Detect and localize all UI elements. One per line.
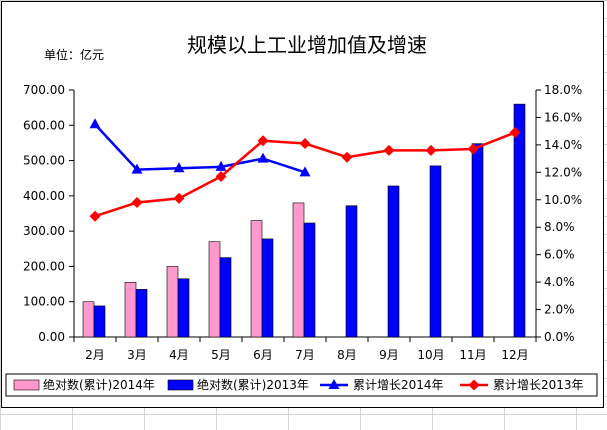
right-axis-tick-label: 6.0% bbox=[544, 248, 575, 262]
point-2013 bbox=[215, 170, 227, 182]
point-2014 bbox=[131, 163, 143, 174]
legend-label-3: 累计增长2013年 bbox=[493, 378, 584, 392]
point-2013 bbox=[509, 127, 521, 139]
point-2013 bbox=[299, 138, 311, 150]
bar-2013 bbox=[429, 165, 442, 338]
right-axis-tick-label: 2.0% bbox=[544, 303, 575, 317]
x-axis-tick-label: 10月 bbox=[417, 348, 444, 362]
x-axis-tick-label: 4月 bbox=[169, 348, 189, 362]
legend-label-1: 绝对数(累计)2013年 bbox=[197, 377, 309, 392]
right-axis-tick-label: 16.0% bbox=[544, 110, 582, 124]
point-2013 bbox=[341, 151, 353, 163]
bar-2014 bbox=[82, 301, 95, 338]
right-axis-tick-label: 14.0% bbox=[544, 138, 582, 152]
line-2014 bbox=[94, 123, 306, 174]
point-2013 bbox=[467, 143, 479, 155]
x-axis-tick-label: 6月 bbox=[253, 348, 273, 362]
x-axis-tick-label: 2月 bbox=[85, 348, 105, 362]
bar-2013 bbox=[471, 143, 484, 338]
point-2014 bbox=[89, 118, 101, 129]
legend-marker-3 bbox=[468, 379, 480, 391]
bar-2013 bbox=[219, 257, 232, 338]
legend-label-0: 绝对数(累计)2014年 bbox=[43, 377, 155, 392]
point-2013 bbox=[173, 192, 185, 204]
left-axis-tick-label: 600.00 bbox=[23, 118, 65, 132]
x-axis-tick-label: 7月 bbox=[295, 348, 315, 362]
bar-2013 bbox=[303, 222, 316, 338]
bar-2013 bbox=[93, 305, 106, 338]
left-axis-tick-label: 700.00 bbox=[23, 83, 65, 97]
chart-title: 规模以上工业增加值及增速 bbox=[187, 33, 427, 57]
x-axis-tick-label: 9月 bbox=[379, 348, 399, 362]
unit-label: 单位：亿元 bbox=[44, 47, 104, 62]
right-axis-tick-label: 8.0% bbox=[544, 220, 575, 234]
point-2013 bbox=[131, 197, 143, 209]
legend-box bbox=[5, 373, 598, 397]
bar-2013 bbox=[177, 278, 190, 338]
legend-swatch-0 bbox=[13, 379, 40, 391]
point-2014 bbox=[173, 162, 185, 173]
point-2013 bbox=[89, 210, 101, 222]
x-axis-tick-label: 8月 bbox=[337, 348, 357, 362]
right-axis-tick-label: 4.0% bbox=[544, 275, 575, 289]
legend: 绝对数(累计)2014年 绝对数(累计)2013年 累计增长2014年 累计增长201… bbox=[5, 373, 598, 397]
bar-2014 bbox=[292, 202, 305, 338]
left-axis-tick-label: 100.00 bbox=[23, 295, 65, 309]
point-2013 bbox=[383, 144, 395, 156]
x-axis-tick-label: 3月 bbox=[127, 348, 147, 362]
bar-2014 bbox=[250, 220, 263, 338]
bar-2013 bbox=[387, 185, 400, 338]
right-axis-tick-label: 18.0% bbox=[544, 83, 582, 97]
left-axis-tick-label: 0.00 bbox=[38, 330, 65, 344]
point-2014 bbox=[299, 166, 311, 177]
x-axis-tick-label: 5月 bbox=[211, 348, 231, 362]
bar-2013 bbox=[135, 289, 148, 338]
right-axis-tick-label: 10.0% bbox=[544, 193, 582, 207]
left-axis-tick-label: 300.00 bbox=[23, 224, 65, 238]
point-2014 bbox=[257, 152, 269, 163]
right-axis-tick-label: 12.0% bbox=[544, 165, 582, 179]
bar-2014 bbox=[166, 266, 179, 338]
bar-2014 bbox=[208, 241, 221, 338]
bar-2013 bbox=[345, 205, 358, 338]
x-axis-tick-label: 12月 bbox=[501, 348, 528, 362]
bar-2014 bbox=[124, 282, 137, 338]
plot-area: 0.00 100.00 200.00 300.00 400.00 500.00 600.00… bbox=[23, 83, 582, 362]
left-axis-tick-label: 500.00 bbox=[23, 154, 65, 168]
left-axis-tick-label: 400.00 bbox=[23, 189, 65, 203]
point-2014 bbox=[215, 160, 227, 171]
bar-2013 bbox=[513, 103, 526, 338]
bar-2013 bbox=[261, 238, 274, 338]
right-axis-tick-label: 0.0% bbox=[544, 330, 575, 344]
point-2013 bbox=[257, 135, 269, 147]
legend-swatch-1 bbox=[167, 379, 194, 391]
legend-marker-2 bbox=[328, 379, 340, 389]
x-axis-tick-label: 11月 bbox=[459, 348, 486, 362]
point-2013 bbox=[425, 144, 437, 156]
left-axis-tick-label: 200.00 bbox=[23, 259, 65, 273]
legend-label-2: 累计增长2014年 bbox=[353, 378, 444, 392]
